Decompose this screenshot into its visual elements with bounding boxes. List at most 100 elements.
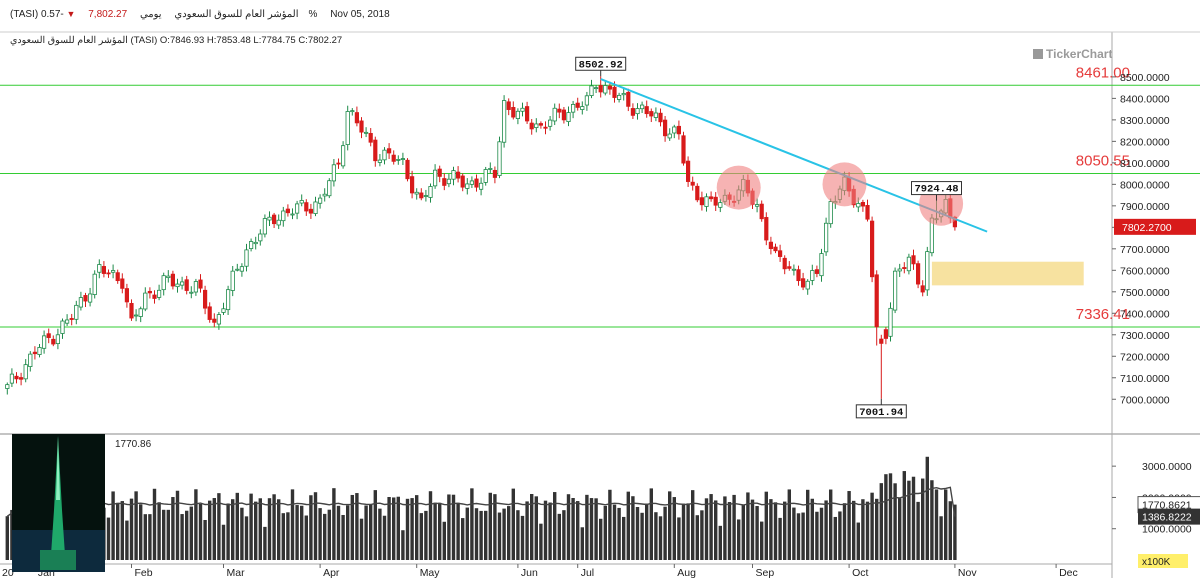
- volume-bar: [539, 523, 543, 560]
- candle: [55, 328, 61, 350]
- candle-body: [92, 273, 97, 295]
- candle-body: [902, 267, 907, 269]
- candle-body: [543, 126, 548, 129]
- candle-body: [120, 278, 125, 289]
- candle-body: [304, 202, 309, 212]
- volume-bar: [806, 489, 810, 560]
- candle-body: [906, 256, 912, 272]
- candle: [906, 253, 912, 275]
- volume-bar: [778, 517, 782, 560]
- candle-body: [55, 334, 61, 344]
- candle-body: [308, 208, 314, 214]
- candle-body: [621, 93, 626, 96]
- candle: [819, 248, 824, 282]
- candle: [258, 229, 263, 246]
- candle: [874, 270, 879, 346]
- level-label: 7336.41: [1076, 306, 1130, 323]
- highlight-circle: [716, 165, 761, 210]
- volume-bar: [663, 506, 667, 560]
- candle-body: [294, 203, 300, 214]
- volume-bar: [424, 510, 428, 560]
- volume-bar: [911, 476, 916, 560]
- candle: [51, 335, 56, 347]
- candle: [607, 81, 613, 95]
- candle-body: [382, 149, 387, 161]
- volume-bar: [332, 488, 336, 560]
- ohlc-readout: المؤشر العام للسوق السعودي (TASI) O:7846…: [10, 35, 342, 46]
- candle: [690, 176, 695, 191]
- candle-body: [635, 108, 640, 115]
- candle: [676, 120, 682, 140]
- candle: [893, 267, 898, 314]
- candle-body: [920, 285, 925, 293]
- candle: [635, 103, 640, 120]
- volume-bar: [401, 530, 405, 560]
- candle: [557, 103, 562, 119]
- callout-box: [911, 181, 962, 196]
- time-tick-label: Jul: [581, 567, 594, 578]
- volume-bar: [750, 499, 755, 560]
- candle-body: [667, 133, 672, 139]
- volume-bar: [208, 500, 212, 560]
- candle-body: [575, 102, 580, 108]
- candle-body: [460, 175, 465, 188]
- candle-body: [883, 329, 889, 339]
- candle: [267, 211, 272, 227]
- volume-bar: [783, 501, 787, 560]
- candle: [571, 100, 576, 119]
- volume-bar: [419, 513, 423, 560]
- candle-body: [23, 364, 28, 380]
- volume-bar: [589, 498, 594, 560]
- candle: [124, 283, 129, 308]
- candle: [791, 264, 797, 276]
- candle: [621, 87, 626, 101]
- candle: [405, 158, 410, 182]
- candle-body: [244, 249, 249, 267]
- volume-bar: [760, 521, 764, 560]
- candle-body: [511, 107, 516, 118]
- candle: [83, 292, 88, 308]
- candle-body: [377, 159, 383, 163]
- candle: [304, 199, 309, 216]
- volume-bar: [819, 507, 824, 560]
- candle: [488, 162, 493, 174]
- candle-body: [814, 269, 820, 274]
- symbol-label[interactable]: (TASI) المؤشر العام للسوق السعودي: [10, 9, 299, 20]
- candle: [78, 291, 83, 311]
- candle-body: [548, 119, 553, 127]
- candle: [74, 300, 79, 325]
- price-tick-label: 8300.0000: [1120, 115, 1170, 127]
- volume-bar: [571, 497, 575, 560]
- candle: [534, 118, 539, 133]
- candle: [179, 276, 185, 290]
- volume-bar: [608, 489, 612, 560]
- volume-bar: [534, 496, 538, 560]
- change-percent: -0.57%: [40, 9, 318, 20]
- volume-bar: [479, 510, 483, 560]
- volume-bar: [792, 507, 796, 560]
- candle: [469, 176, 475, 189]
- volume-bar: [787, 489, 791, 560]
- price-chart[interactable]: المؤشر العام للسوق السعودي (TASI) O:7846…: [0, 30, 1200, 578]
- candle: [879, 334, 884, 399]
- zone-rect: [931, 261, 1084, 286]
- candle: [147, 287, 152, 299]
- candle: [106, 269, 111, 278]
- volume-bar: [709, 494, 713, 560]
- candle-body: [506, 101, 511, 110]
- candle-body: [478, 182, 484, 190]
- candle-body: [18, 377, 24, 380]
- volume-unit-label: x100K: [1142, 557, 1171, 568]
- candle: [170, 270, 175, 290]
- volume-bar: [106, 517, 111, 560]
- candle-body: [699, 197, 705, 206]
- chart-header: (TASI) المؤشر العام للسوق السعودي يومي 7…: [0, 0, 1200, 30]
- candle-body: [589, 85, 594, 96]
- volume-bar: [649, 488, 653, 560]
- candle: [658, 108, 663, 127]
- price-tick-label: 7700.0000: [1120, 244, 1170, 256]
- period-label[interactable]: يومي: [139, 9, 162, 20]
- candle-body: [612, 86, 617, 98]
- candle: [88, 287, 93, 307]
- candle-body: [561, 109, 567, 121]
